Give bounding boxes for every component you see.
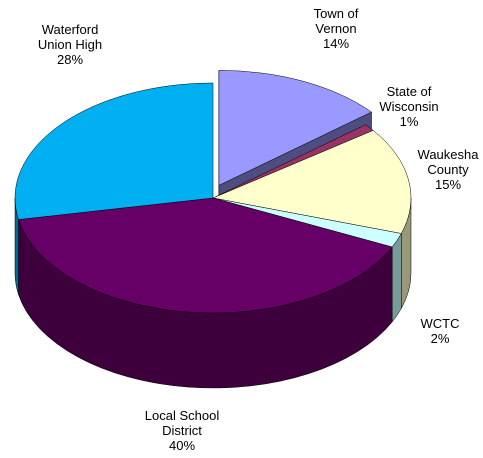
category-label: Local School District (144, 408, 220, 438)
slice-label: Waukesha County 15% (408, 147, 483, 192)
category-label: Town of Vernon (313, 6, 359, 36)
value-label: 1% (399, 114, 419, 129)
slice (212, 130, 412, 234)
slice (14, 82, 214, 220)
slice-label: Waterford Union High 28% (25, 22, 115, 67)
value-label: 28% (56, 52, 84, 67)
category-label: WCTC (420, 316, 460, 331)
value-label: 40% (168, 438, 196, 453)
slice (218, 70, 373, 186)
slice-side (391, 232, 402, 323)
value-label: 14% (322, 36, 350, 51)
value-label: 15% (434, 177, 462, 192)
slice-label: State of Wisconsin 1% (374, 84, 444, 129)
category-label: State of Wisconsin (379, 84, 439, 114)
slice-label: Local School District 40% (127, 408, 237, 453)
category-label: Waterford Union High (37, 22, 103, 52)
value-label: 2% (430, 331, 450, 346)
slice-label: WCTC 2% (415, 316, 465, 346)
slice (18, 197, 393, 314)
slice-label: Town of Vernon 14% (306, 6, 366, 51)
category-label: Waukesha County (417, 147, 479, 177)
